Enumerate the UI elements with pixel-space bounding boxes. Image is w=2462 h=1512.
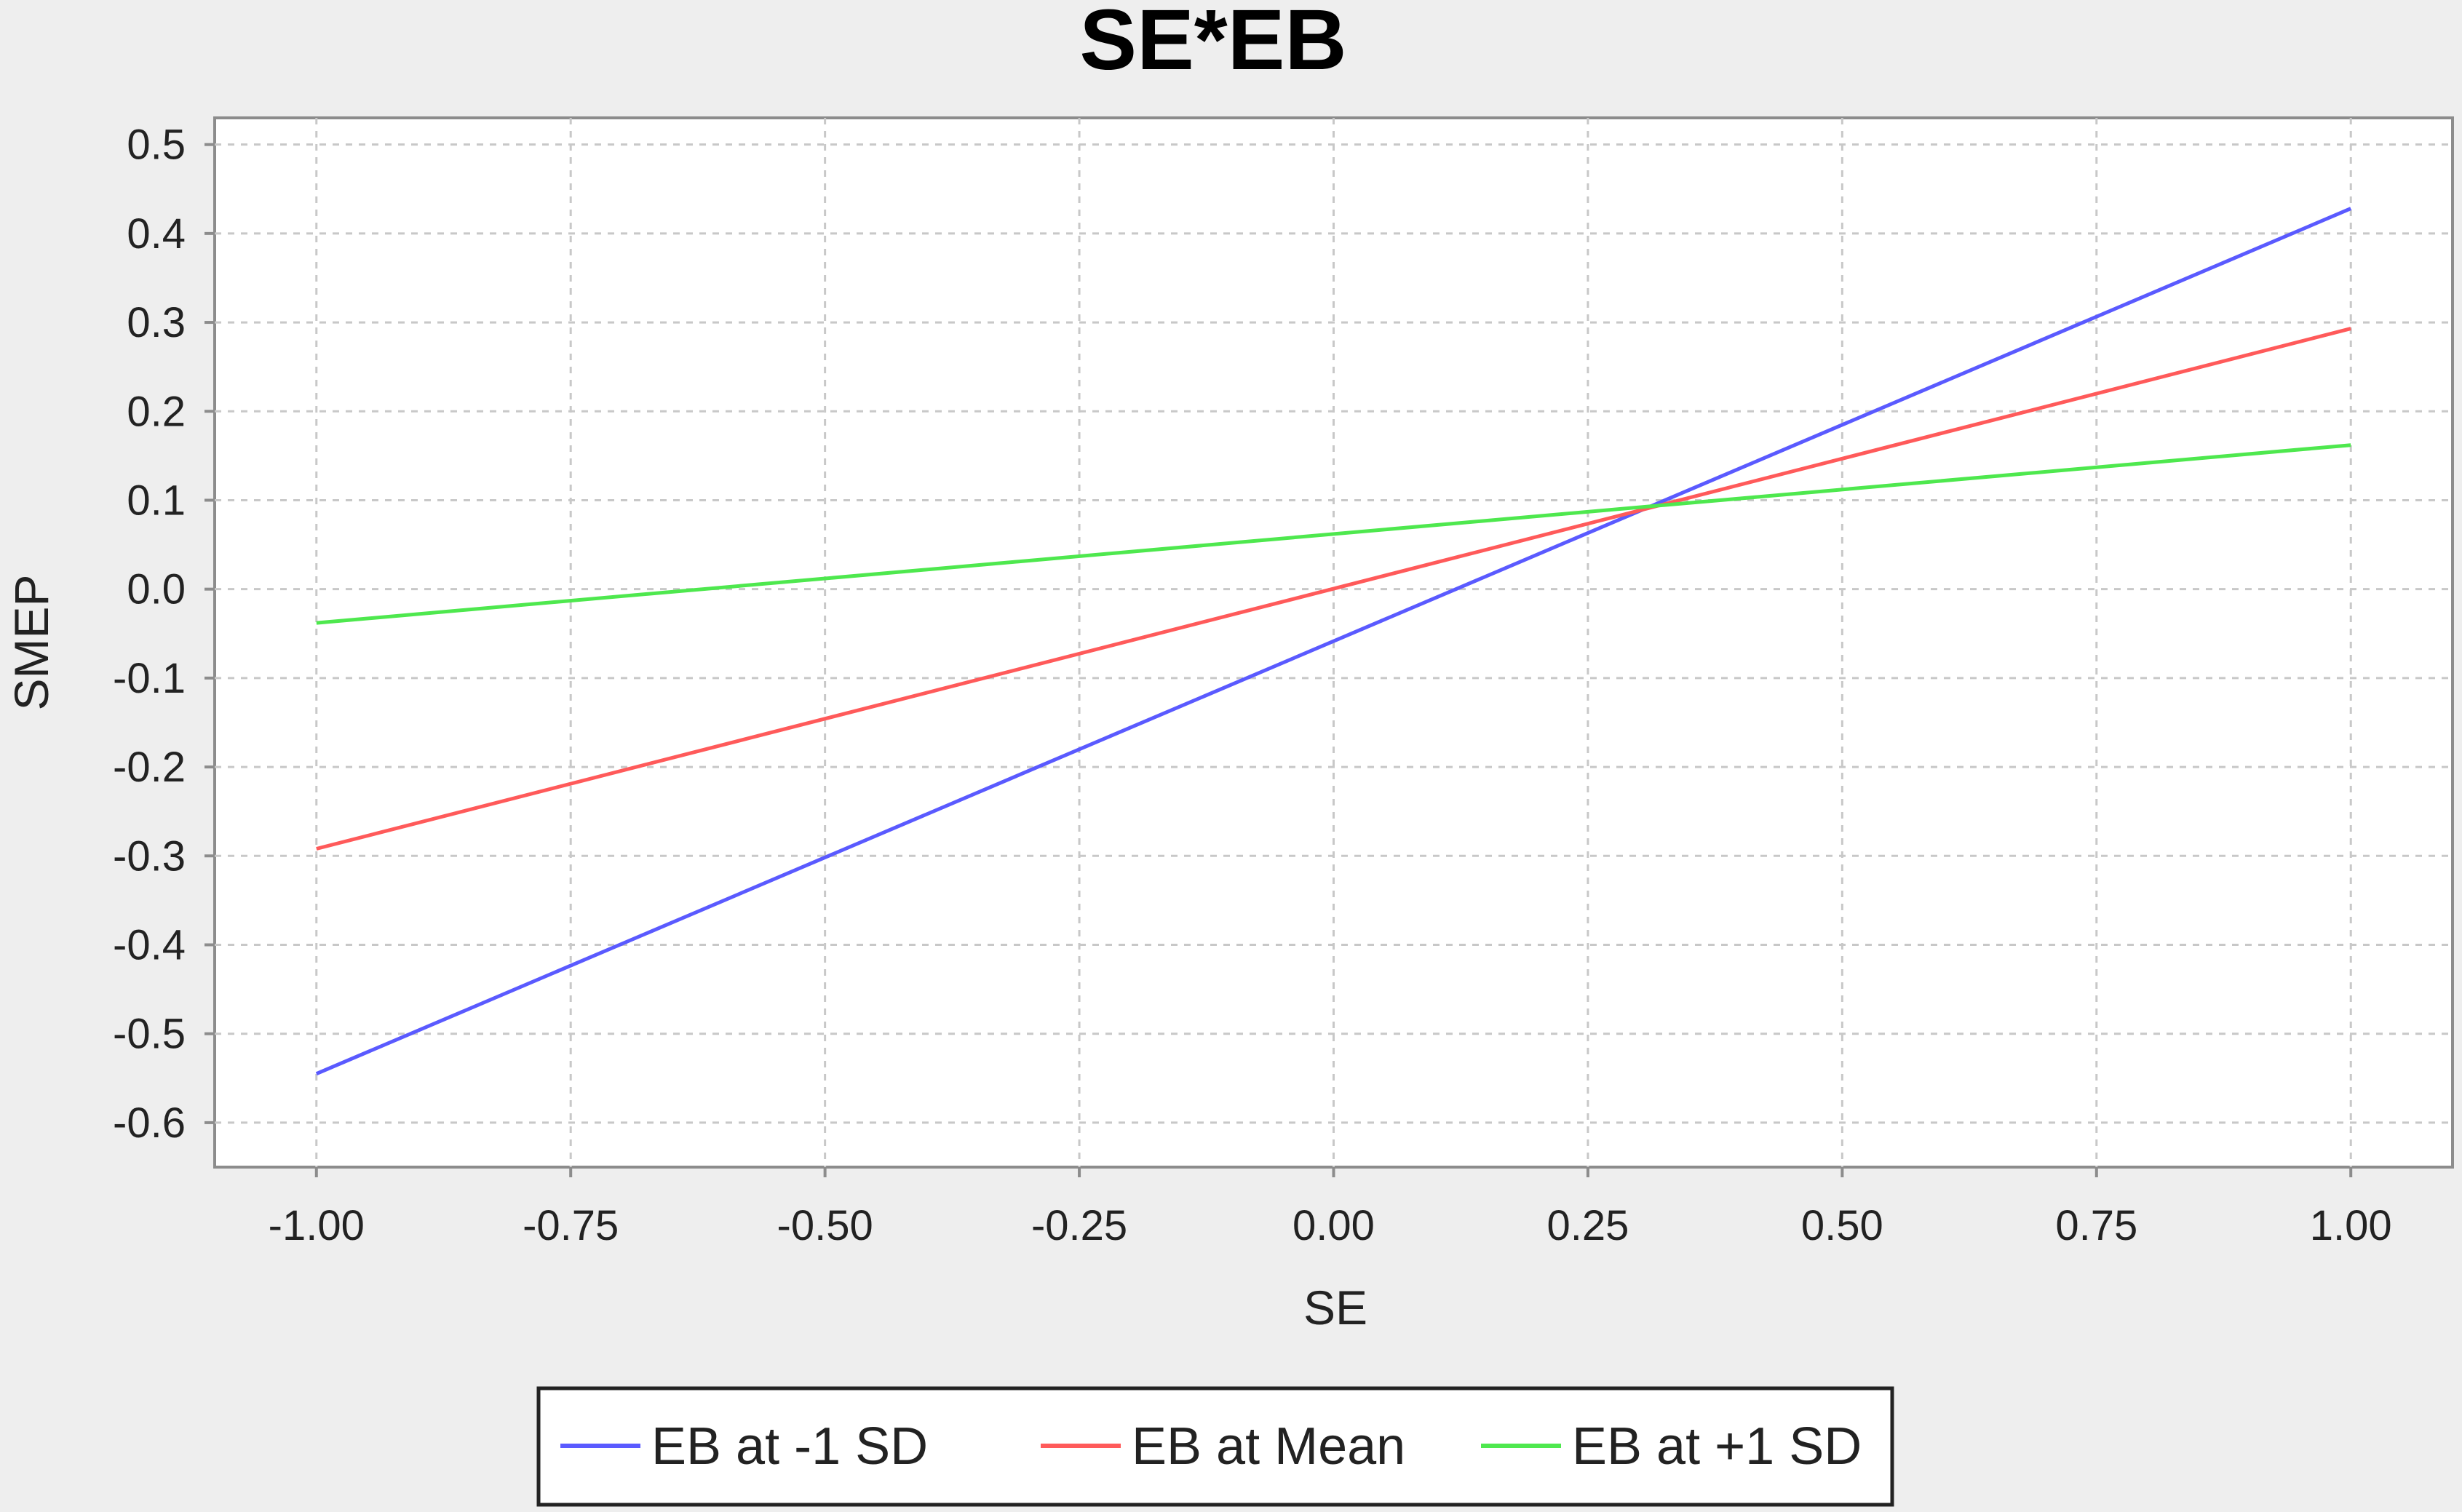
x-tick-label: -1.00 bbox=[269, 1202, 365, 1249]
legend-box bbox=[536, 1386, 1894, 1507]
x-axis-title: SE bbox=[1303, 1281, 1367, 1334]
y-tick-label: -0.5 bbox=[113, 1011, 186, 1058]
y-tick-label: -0.2 bbox=[113, 744, 186, 791]
y-tick-label: 0.0 bbox=[127, 566, 186, 613]
legend-label: EB at +1 SD bbox=[1572, 1417, 1862, 1476]
legend: EB at -1 SD EB at Mean EB at +1 SD bbox=[536, 1386, 1894, 1507]
y-tick-label: 0.3 bbox=[127, 299, 186, 346]
x-tick-label: 0.75 bbox=[2055, 1202, 2137, 1249]
y-tick-label: -0.3 bbox=[113, 832, 186, 880]
x-tick-label: 0.50 bbox=[1801, 1202, 1883, 1249]
x-axis-ticks: -1.00 -0.75 -0.50 -0.25 0.00 0.25 0.50 0.75 1.00 bbox=[269, 1167, 2392, 1249]
legend-label: EB at -1 SD bbox=[651, 1417, 928, 1476]
series-line bbox=[316, 327, 2351, 851]
x-tick-label: -0.75 bbox=[523, 1202, 619, 1249]
x-tick-label: -0.25 bbox=[1031, 1202, 1127, 1249]
y-tick-label: -0.6 bbox=[113, 1099, 186, 1147]
x-tick-label: -0.50 bbox=[777, 1202, 873, 1249]
series-line bbox=[315, 207, 2352, 1076]
y-tick-label: 0.5 bbox=[127, 122, 186, 169]
y-tick-label: -0.1 bbox=[113, 655, 186, 702]
chart-title: SE*EB bbox=[1079, 0, 1346, 88]
x-tick-label: 0.25 bbox=[1546, 1202, 1629, 1249]
legend-items: EB at -1 SD EB at Mean EB at +1 SD bbox=[560, 1417, 1862, 1476]
y-tick-label: 0.1 bbox=[127, 477, 186, 524]
y-axis-title: SMEP bbox=[4, 574, 58, 710]
y-tick-label: 0.2 bbox=[127, 388, 186, 435]
legend-label: EB at Mean bbox=[1132, 1417, 1405, 1476]
y-tick-label: 0.4 bbox=[127, 210, 186, 258]
series-line bbox=[316, 443, 2351, 625]
x-tick-label: 0.00 bbox=[1292, 1202, 1375, 1249]
series-lines bbox=[315, 207, 2352, 1076]
y-axis-ticks: 0.5 0.4 0.3 0.2 0.1 0.0 -0.1 -0.2 -0.3 -0.4 -0.5 -0… bbox=[113, 122, 215, 1147]
y-tick-label: -0.4 bbox=[113, 921, 186, 968]
x-tick-label: 1.00 bbox=[2310, 1202, 2392, 1249]
